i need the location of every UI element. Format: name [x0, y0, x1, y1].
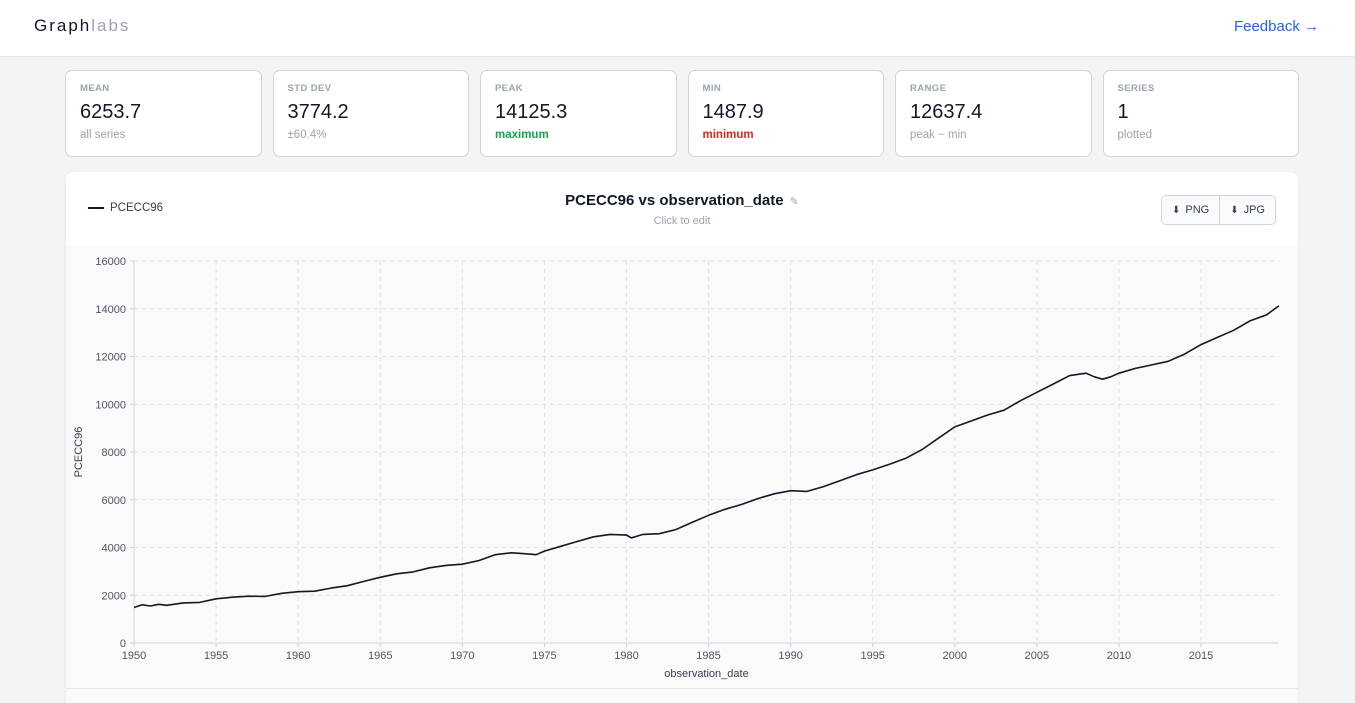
x-tick-label: 2010	[1107, 650, 1131, 662]
stat-sub: all series	[80, 129, 126, 141]
series-line	[133, 305, 1280, 609]
y-tick-labels: 0 2000 4000 6000 8000 10000 12000 14000 16000	[95, 256, 126, 650]
brand-bold: Graph	[34, 16, 92, 35]
legend-swatch	[88, 207, 104, 209]
edit-hint: Click to edit	[653, 215, 711, 227]
x-tick-label: 2015	[1189, 650, 1213, 662]
stat-value: 1	[1117, 101, 1129, 123]
stat-card-mean: MEAN 6253.7 all series	[65, 70, 262, 157]
stat-sub: peak − min	[910, 129, 967, 141]
x-tick-label: 1980	[614, 650, 638, 662]
stat-card-range: RANGE 12637.4 peak − min	[895, 70, 1092, 157]
chart-area: 0 2000 4000 6000 8000 10000 12000 14000 16000 19…	[66, 245, 1298, 688]
x-tick-label: 1975	[532, 650, 556, 662]
y-tick-label: 8000	[102, 447, 126, 459]
x-tick-label: 1955	[204, 650, 228, 662]
stat-card-std-dev: STD DEV 3774.2 ±60.4%	[272, 70, 469, 157]
y-tick-label: 0	[120, 638, 126, 650]
stat-sub: minimum	[702, 129, 754, 141]
stat-value: 1487.9	[702, 101, 764, 123]
chart-legend[interactable]: PCECC96	[88, 202, 163, 214]
stat-card-min: MIN 1487.9 minimum	[687, 70, 884, 157]
x-tick-label: 1960	[286, 650, 310, 662]
x-tick-label: 2000	[943, 650, 967, 662]
stats-row: MEAN 6253.7 all series STD DEV 3774.2 ±6…	[65, 70, 1299, 157]
png-label: PNG	[1185, 204, 1210, 216]
y-tick-label: 12000	[95, 352, 126, 364]
x-tick-label: 1990	[778, 650, 802, 662]
top-bar: Graphlabs Feedback →	[0, 0, 1355, 57]
stat-sub: maximum	[495, 129, 549, 141]
y-tick-label: 10000	[95, 399, 126, 411]
stat-label: SERIES	[1117, 83, 1155, 94]
download-icon: ⬇	[1171, 204, 1181, 216]
y-tick-label: 16000	[95, 256, 126, 268]
pencil-icon[interactable]: ✎	[789, 196, 799, 208]
y-tick-label: 6000	[102, 495, 126, 507]
stat-card-peak: PEAK 14125.3 maximum	[480, 70, 677, 157]
export-jpg-button[interactable]: ⬇ JPG	[1219, 196, 1275, 224]
stat-label: MEAN	[80, 83, 110, 94]
x-tick-label: 2005	[1025, 650, 1049, 662]
line-chart: 0 2000 4000 6000 8000 10000 12000 14000 16000 19…	[73, 256, 1280, 680]
x-tick-label: 1995	[860, 650, 884, 662]
export-png-button[interactable]: ⬇ PNG	[1161, 196, 1220, 224]
chart-title[interactable]: PCECC96 vs observation_date ✎	[66, 192, 1298, 209]
stat-value: 14125.3	[495, 101, 568, 123]
download-icon: ⬇	[1230, 204, 1239, 216]
x-axis-label: observation_date	[664, 668, 748, 680]
stat-sub: ±60.4%	[287, 129, 327, 141]
y-tick-label: 2000	[102, 590, 126, 602]
stat-value: 12637.4	[910, 101, 983, 123]
legend-label: PCECC96	[110, 202, 164, 214]
brand-logo[interactable]: Graphlabs	[34, 16, 130, 36]
stat-value: 6253.7	[80, 101, 142, 123]
export-buttons: ⬇ PNG ⬇ JPG	[1160, 195, 1276, 225]
chart-title-text[interactable]: PCECC96 vs observation_date	[565, 192, 784, 209]
stat-sub: plotted	[1117, 129, 1153, 141]
stat-card-series: SERIES 1 plotted	[1102, 70, 1299, 157]
y-axis-label: PCECC96	[73, 427, 85, 478]
x-tick-label: 1965	[368, 650, 392, 662]
jpg-label: JPG	[1243, 204, 1265, 216]
series-lines	[133, 305, 1280, 609]
x-tick-label: 1970	[450, 650, 474, 662]
x-tick-labels: 1950 1955 1960 1965 1970 1975 1980 1985 1990 1995…	[122, 650, 1214, 662]
x-tick-label: 1985	[696, 650, 720, 662]
feedback-link[interactable]: Feedback →	[1233, 18, 1319, 35]
x-tick-label: 1950	[122, 650, 146, 662]
panel-footer	[66, 688, 1298, 703]
stat-label: RANGE	[910, 83, 947, 94]
chart-grid	[134, 260, 1279, 643]
stat-value: 3774.2	[287, 101, 349, 123]
chart-panel: PCECC96 PCECC96 vs observation_date ✎ Cli…	[66, 172, 1298, 703]
stat-label: STD DEV	[287, 83, 332, 94]
y-tick-label: 14000	[95, 304, 126, 316]
brand-light: labs	[91, 16, 131, 35]
chart-axes	[130, 260, 1279, 647]
stat-label: MIN	[702, 83, 722, 94]
y-tick-label: 4000	[102, 543, 126, 555]
stat-label: PEAK	[495, 83, 523, 94]
